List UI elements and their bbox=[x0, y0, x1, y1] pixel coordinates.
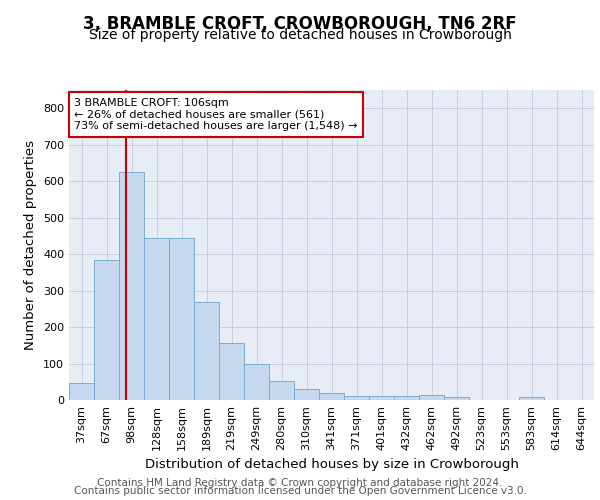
Bar bbox=[319, 394, 344, 400]
Text: Contains HM Land Registry data © Crown copyright and database right 2024.: Contains HM Land Registry data © Crown c… bbox=[97, 478, 503, 488]
Bar bbox=[294, 389, 319, 400]
Bar bbox=[369, 396, 394, 400]
Bar bbox=[444, 397, 469, 400]
Bar bbox=[169, 238, 194, 400]
Bar bbox=[519, 397, 544, 400]
Text: Size of property relative to detached houses in Crowborough: Size of property relative to detached ho… bbox=[89, 28, 511, 42]
Text: 3 BRAMBLE CROFT: 106sqm
← 26% of detached houses are smaller (561)
73% of semi-d: 3 BRAMBLE CROFT: 106sqm ← 26% of detache… bbox=[74, 98, 358, 131]
Bar bbox=[144, 238, 169, 400]
Text: 3, BRAMBLE CROFT, CROWBOROUGH, TN6 2RF: 3, BRAMBLE CROFT, CROWBOROUGH, TN6 2RF bbox=[83, 15, 517, 33]
Bar bbox=[194, 302, 219, 400]
Text: Contains public sector information licensed under the Open Government Licence v3: Contains public sector information licen… bbox=[74, 486, 526, 496]
Bar bbox=[419, 394, 444, 400]
Bar bbox=[344, 396, 369, 400]
Bar bbox=[219, 344, 244, 400]
Bar bbox=[244, 364, 269, 400]
Bar bbox=[94, 260, 119, 400]
Bar bbox=[394, 396, 419, 400]
Bar bbox=[269, 381, 294, 400]
Bar bbox=[119, 172, 144, 400]
Y-axis label: Number of detached properties: Number of detached properties bbox=[25, 140, 37, 350]
X-axis label: Distribution of detached houses by size in Crowborough: Distribution of detached houses by size … bbox=[145, 458, 518, 471]
Bar bbox=[69, 383, 94, 400]
